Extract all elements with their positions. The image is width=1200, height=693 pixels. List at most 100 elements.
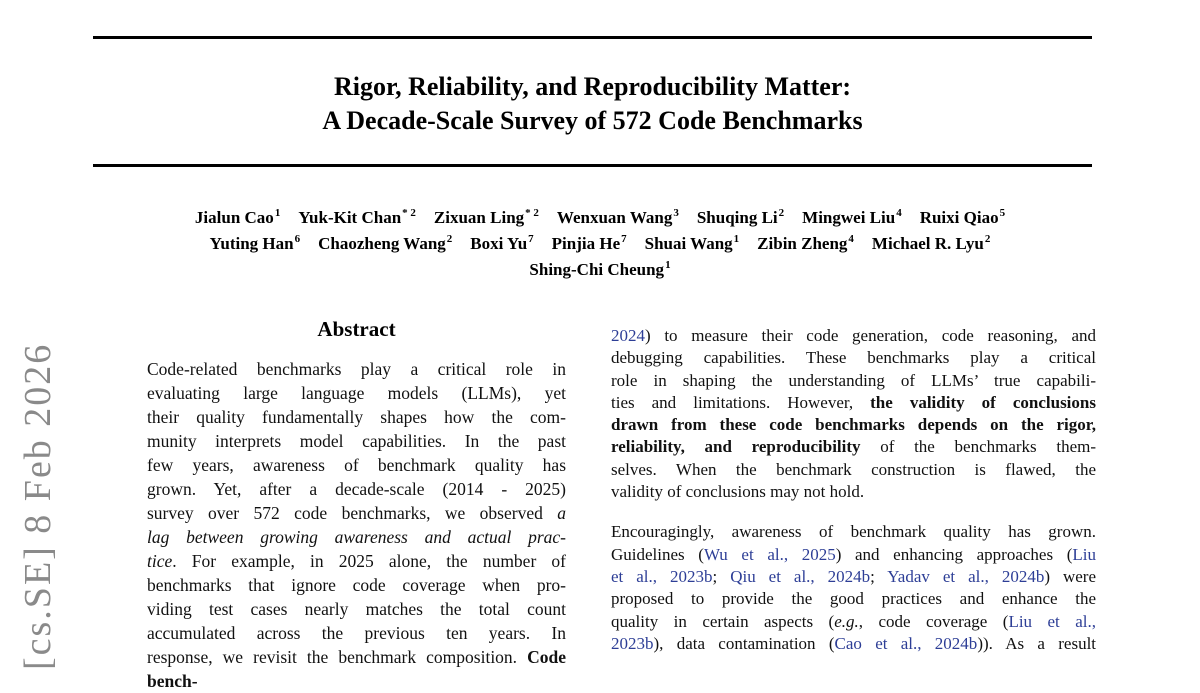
author-affiliation-sup: 2	[984, 233, 991, 246]
author-name: Shuqing Li2	[696, 207, 785, 227]
author-affiliation-sup: * 2	[525, 207, 539, 220]
text-segment: ;	[870, 566, 888, 586]
author-affiliation-sup: 4	[848, 233, 854, 246]
author-name: Yuk-Kit Chan* 2	[298, 207, 416, 227]
text-segment: ) were	[1044, 566, 1096, 586]
text-segment: proposed to provide the good practices a…	[611, 589, 1096, 609]
author-affiliation-sup: 1	[274, 207, 281, 220]
text-line: validity of conclusions may not hold.	[611, 481, 1096, 503]
text-segment: role in shaping the understanding of LLM…	[611, 370, 1096, 390]
text-segment: ) to measure their code generation, code…	[645, 326, 1096, 345]
text-segment: quality in certain aspects (	[611, 611, 835, 631]
text-segment: a	[557, 503, 566, 523]
text-segment: accumulated across the previous ten year…	[147, 623, 566, 643]
author-affiliation-sup: 7	[621, 233, 627, 246]
text-segment: ties and limitations. However,	[611, 392, 871, 412]
citation-link[interactable]: 2023b	[611, 633, 654, 653]
author-name: Chaozheng Wang2	[318, 233, 453, 253]
author-line: Shing-Chi Cheung1	[53, 257, 1147, 283]
text-line: benchmarks that ignore code coverage whe…	[147, 573, 566, 597]
citation-link[interactable]: Yadav et al., 2024b	[887, 566, 1045, 586]
text-segment: e.g.	[834, 611, 859, 631]
text-line: ties and limitations. However, the valid…	[611, 392, 1096, 414]
right-column: 2024) to measure their code generation, …	[611, 325, 1096, 655]
text-line: role in shaping the understanding of LLM…	[611, 370, 1096, 392]
author-name: Shing-Chi Cheung1	[529, 259, 671, 279]
author-name: Zixuan Ling* 2	[433, 207, 539, 227]
text-line: evaluating large language models (LLMs),…	[147, 381, 566, 405]
text-segment: benchmarks that ignore code coverage whe…	[147, 575, 566, 595]
text-line: grown. Yet, after a decade-scale (2014 -…	[147, 477, 566, 501]
paper-title: Rigor, Reliability, and Reproducibility …	[93, 70, 1092, 138]
abstract-heading: Abstract	[317, 317, 396, 341]
text-segment: lag between growing awareness and actual…	[147, 527, 566, 547]
text-segment: ), data contamination (	[653, 633, 835, 653]
author-line: Jialun Cao1 Yuk-Kit Chan* 2 Zixuan Ling* 2…	[53, 205, 1147, 231]
text-line: response, we revisit the benchmark compo…	[147, 645, 566, 693]
text-segment: the validity of conclusions	[870, 392, 1096, 412]
citation-link[interactable]: et al., 2023b	[611, 566, 713, 586]
abstract-body: Code-related benchmarks play a critical …	[147, 357, 566, 693]
author-line: Yuting Han6 Chaozheng Wang2 Boxi Yu7 Pinjia…	[53, 231, 1147, 257]
citation-link[interactable]: Qiu et al., 2024b	[730, 566, 871, 586]
text-segment: debugging capabilities. These benchmarks…	[611, 348, 1096, 368]
text-line: Guidelines (Wu et al., 2025) and enhanci…	[611, 544, 1096, 566]
text-segment: viding test cases nearly matches the tot…	[147, 599, 566, 619]
text-line: selves. When the benchmark construction …	[611, 459, 1096, 481]
text-line: few years, awareness of benchmark qualit…	[147, 453, 566, 477]
text-segment: drawn from these code benchmarks depends…	[611, 415, 1096, 435]
author-name: Mingwei Liu4	[802, 207, 902, 227]
author-affiliation-sup: 6	[294, 233, 301, 246]
text-segment: selves. When the benchmark construction …	[611, 459, 1096, 479]
text-segment: few years, awareness of benchmark qualit…	[147, 455, 566, 475]
author-affiliation-sup: 5	[999, 207, 1006, 220]
text-line: et al., 2023b; Qiu et al., 2024b; Yadav …	[611, 566, 1096, 588]
text-line: drawn from these code benchmarks depends…	[611, 414, 1096, 436]
author-affiliation-sup: 7	[528, 233, 534, 246]
author-name: Pinjia He7	[551, 233, 627, 253]
author-name: Wenxuan Wang3	[556, 207, 679, 227]
citation-link[interactable]: 2024	[611, 326, 645, 345]
text-segment: munity interprets model capabilities. In…	[147, 431, 566, 451]
text-line: 2023b), data contamination (Cao et al., …	[611, 633, 1096, 655]
authors-block: Jialun Cao1 Yuk-Kit Chan* 2 Zixuan Ling* 2…	[53, 205, 1147, 283]
citation-link[interactable]: Liu	[1072, 544, 1096, 564]
text-segment: )). As a result	[977, 633, 1097, 653]
author-affiliation-sup: * 2	[402, 207, 416, 220]
author-name: Zibin Zheng4	[757, 233, 854, 253]
text-segment: evaluating large language models (LLMs),…	[147, 383, 566, 403]
author-name: Shuai Wang1	[644, 233, 740, 253]
paper-page: { "colors": { "link": "#2d3e96", "stamp"…	[17, 36, 1147, 691]
author-name: Boxi Yu7	[470, 233, 534, 253]
text-segment: of the benchmarks them-	[860, 437, 1096, 457]
author-name: Michael R. Lyu2	[871, 233, 991, 253]
text-segment: validity of conclusions may not hold.	[611, 482, 865, 502]
right-column-paragraph-2: Encouragingly, awareness of benchmark qu…	[611, 521, 1096, 655]
top-rule	[93, 36, 1092, 39]
text-segment: ) and enhancing approaches (	[835, 544, 1073, 564]
text-segment: reliability, and reproducibility	[611, 437, 861, 457]
text-line: their quality fundamentally shapes how t…	[147, 405, 566, 429]
author-name: Ruixi Qiao5	[919, 207, 1006, 227]
text-segment: ;	[712, 566, 731, 586]
text-line: munity interprets model capabilities. In…	[147, 429, 566, 453]
citation-link[interactable]: Wu et al., 2025	[703, 544, 836, 564]
text-segment: Code-related benchmarks play a critical …	[147, 359, 566, 379]
text-line: lag between growing awareness and actual…	[147, 525, 566, 549]
text-line: tice. For example, in 2025 alone, the nu…	[147, 549, 566, 573]
paper-title-line-1: Rigor, Reliability, and Reproducibility …	[333, 72, 852, 101]
right-column-paragraph-1: 2024) to measure their code generation, …	[611, 325, 1096, 503]
citation-link[interactable]: Cao et al., 2024b	[834, 633, 978, 653]
text-line: viding test cases nearly matches the tot…	[147, 597, 566, 621]
author-affiliation-sup: 2	[446, 233, 453, 246]
arxiv-stamp: [cs.SE] 8 Feb 2026	[17, 342, 59, 670]
title-rule	[93, 164, 1092, 167]
author-affiliation-sup: 3	[673, 207, 679, 220]
text-line: debugging capabilities. These benchmarks…	[611, 347, 1096, 369]
text-line: quality in certain aspects (e.g., code c…	[611, 611, 1096, 633]
citation-link[interactable]: Liu et al.,	[1008, 611, 1096, 631]
text-segment: response, we revisit the benchmark compo…	[147, 647, 528, 667]
text-segment: tice	[147, 551, 173, 571]
text-segment: Encouragingly, awareness of benchmark qu…	[611, 522, 1096, 542]
text-line: proposed to provide the good practices a…	[611, 588, 1096, 610]
